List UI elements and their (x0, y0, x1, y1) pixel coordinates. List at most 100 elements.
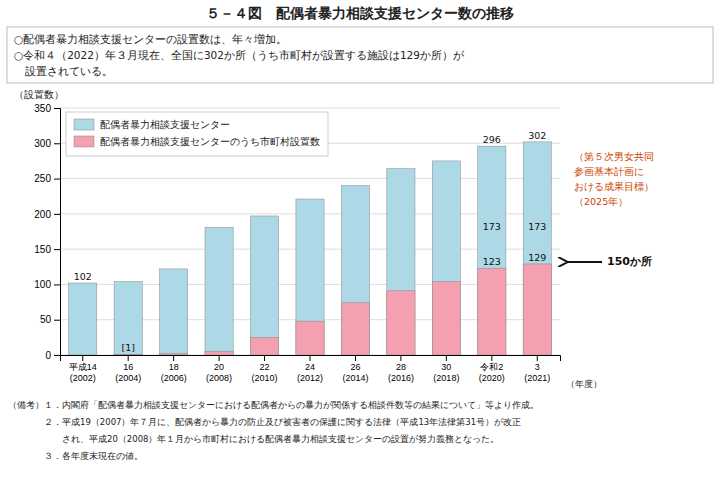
x-tick: 24(2012) (297, 355, 323, 383)
bar (432, 161, 460, 355)
y-tick-label: 300 (34, 138, 51, 149)
legend-frame (66, 112, 328, 156)
y-tick: 150 (34, 244, 60, 255)
x-tick-label-line: (2018) (433, 373, 459, 383)
x-tick-mark (400, 355, 401, 361)
bar (205, 351, 233, 355)
x-tick: 令和2(2020) (479, 355, 505, 383)
y-tick: 0 (45, 350, 60, 361)
y-tick: 200 (34, 209, 60, 220)
y-tick-mark (54, 214, 60, 215)
grid-line (60, 108, 560, 109)
bar (250, 337, 278, 355)
x-tick-label-line: 3 (535, 362, 540, 372)
text-box-line: ○配偶者暴力相談支援センターの設置数は、年々増加。 (14, 33, 287, 45)
x-tick: 18(2006) (161, 355, 187, 383)
data-label: 302 (528, 130, 546, 141)
data-label: 296 (483, 134, 501, 145)
y-tick-label: 250 (34, 173, 51, 184)
x-tick-label-line: (2004) (115, 373, 141, 383)
y-tick-mark (54, 143, 60, 144)
note-line: ３．各年度末現在の値。 (8, 451, 143, 461)
x-tick: 28(2016) (388, 355, 414, 383)
x-tick-label-line: 18 (169, 362, 179, 372)
y-tick-label: 100 (34, 279, 51, 290)
x-tick-label-line: (2012) (297, 373, 323, 383)
x-axis: 平成14(2002)16(2004)18(2006)20(2008)22(201… (61, 355, 561, 383)
x-tick-mark (537, 355, 538, 361)
bar (160, 269, 188, 355)
y-tick-mark (54, 108, 60, 109)
x-tick-mark (355, 355, 356, 361)
annotation: 173 (528, 221, 546, 232)
bar (69, 283, 97, 355)
x-tick-mark (310, 355, 311, 361)
y-tick: 100 (34, 279, 60, 290)
x-tick: 20(2008) (206, 355, 232, 383)
y-tick-label: 350 (34, 103, 51, 114)
x-tick-label-line: 24 (305, 362, 315, 372)
bar (432, 282, 460, 355)
bar (69, 355, 97, 356)
legend-label: 配偶者暴力相談支援センター (100, 119, 230, 130)
bar (250, 216, 278, 355)
x-tick-label: 令和2(2020) (479, 362, 505, 383)
side-annotation-line: おける成果目標） (574, 181, 654, 192)
data-labels: 102296302[1]123129173173 (74, 130, 547, 353)
y-tick-label: 200 (34, 209, 51, 220)
y-tick-mark (54, 284, 60, 285)
x-tick-label-line: 22 (260, 362, 270, 372)
x-tick: 30(2018) (433, 355, 459, 383)
bar (341, 303, 369, 355)
x-axis-label: （年度） (566, 379, 602, 389)
side-annotation: （第５次男女共同参画基本計画における成果目標）（2025年）150か所 (566, 151, 654, 268)
x-tick-label: 28(2016) (388, 362, 414, 383)
chart-svg: ５－４図 配偶者暴力相談支援センター数の推移○配偶者暴力相談支援センターの設置数… (0, 0, 720, 482)
note-line: され、平成20（2008）年１月から市町村における配偶者暴力相談支援センターの設… (8, 434, 499, 444)
x-tick-label-line: (2008) (206, 373, 232, 383)
y-tick: 50 (40, 314, 60, 325)
bar (160, 354, 188, 355)
x-tick-mark (173, 355, 174, 361)
x-tick-label-line: 26 (350, 362, 360, 372)
x-tick-label-line: (2021) (524, 373, 550, 383)
annotation: 173 (483, 221, 501, 232)
legend: 配偶者暴力相談支援センター配偶者暴力相談支援センターのうち市町村設置数 (66, 112, 328, 156)
x-tick-label: 平成14(2002) (69, 362, 97, 383)
y-axis-label: （設置数） (14, 89, 64, 100)
x-tick-mark (491, 355, 492, 361)
x-tick-label: 30(2018) (433, 362, 459, 383)
data-label: 129 (528, 252, 546, 263)
x-tick: 16(2004) (115, 355, 141, 383)
data-label: 123 (483, 256, 501, 267)
bar-series (69, 142, 552, 355)
x-tick-label-line: (2010) (252, 373, 278, 383)
x-tick: 22(2010) (252, 355, 278, 383)
y-tick-mark (54, 320, 60, 321)
x-tick: 3(2021) (524, 355, 550, 383)
y-tick-label: 50 (40, 314, 52, 325)
x-tick-label-line: (2014) (342, 373, 368, 383)
data-label: 102 (74, 271, 92, 282)
x-tick-label-line: (2006) (161, 373, 187, 383)
y-tick: 250 (34, 173, 60, 184)
bar (114, 282, 142, 355)
y-axis: 0 50 100 150 200 250 300 350 (34, 103, 60, 361)
bar-series (114, 264, 551, 355)
x-tick-mark (128, 355, 129, 361)
x-tick-label-line: 16 (123, 362, 133, 372)
bar (205, 227, 233, 355)
bar (523, 264, 551, 355)
note-line: ２．平成19（2007）年７月に、配偶者から暴力の防止及び被害者の保護に関する法… (8, 417, 521, 427)
x-tick-label: 18(2006) (161, 362, 187, 383)
x-tick-mark (82, 355, 83, 361)
x-tick-mark (219, 355, 220, 361)
bar (478, 146, 506, 355)
x-tick-label: 22(2010) (252, 362, 278, 383)
side-annotation-line: 参画基本計画に (574, 166, 644, 177)
x-axis-line (61, 356, 561, 362)
bar (387, 291, 415, 355)
x-tick-label-line: (2016) (388, 373, 414, 383)
x-tick-label-line: 28 (396, 362, 406, 372)
x-tick-label: 3(2021) (524, 362, 550, 383)
